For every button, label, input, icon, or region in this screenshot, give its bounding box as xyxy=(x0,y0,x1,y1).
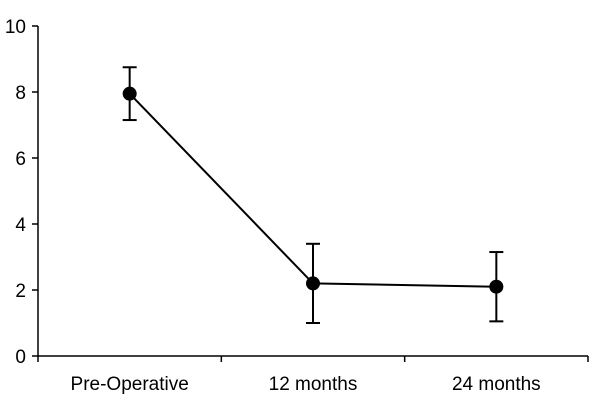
y-tick-label: 8 xyxy=(15,83,26,104)
x-tick-label: 12 months xyxy=(269,374,358,395)
data-point xyxy=(489,279,504,294)
x-axis: Pre-Operative 12 months 24 months xyxy=(37,355,589,395)
y-tick-label: 4 xyxy=(15,215,26,236)
x-tick-label: Pre-Operative xyxy=(71,374,189,395)
series xyxy=(122,66,504,324)
y-tick-label: 6 xyxy=(15,149,26,170)
data-point xyxy=(306,276,320,291)
x-tick-label: 24 months xyxy=(452,374,541,395)
y-axis: 0 2 4 6 8 10 xyxy=(5,17,39,368)
data-point xyxy=(122,86,137,101)
y-tick-label: 10 xyxy=(5,17,26,38)
y-tick-label: 2 xyxy=(15,281,26,302)
y-tick-label: 0 xyxy=(15,347,26,368)
